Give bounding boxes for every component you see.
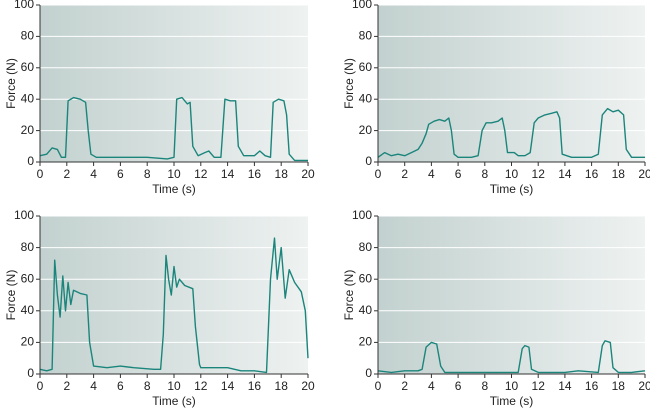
x-tick-label: 6 — [455, 167, 462, 181]
y-tick-label: 0 — [365, 154, 372, 168]
y-tick-label: 60 — [359, 60, 373, 74]
y-tick-label: 60 — [359, 271, 373, 285]
y-tick-label: 40 — [21, 303, 35, 317]
y-axis-label: Force (N) — [342, 270, 356, 321]
x-tick-label: 10 — [167, 167, 181, 181]
subplot: 0 20 40 60 80 100 0 2 4 6 8 10 12 14 16 18 20 Time (s) For… — [4, 0, 315, 196]
y-tick-label: 40 — [21, 91, 35, 105]
y-tick-label: 80 — [359, 240, 373, 254]
x-tick-label: 0 — [375, 379, 382, 393]
x-tick-label: 8 — [481, 379, 488, 393]
y-tick-label: 80 — [21, 29, 35, 43]
x-tick-label: 2 — [63, 167, 70, 181]
x-tick-label: 0 — [37, 167, 44, 181]
x-axis-label: Time (s) — [490, 394, 534, 408]
y-axis-label: Force (N) — [4, 58, 18, 109]
x-tick-label: 14 — [221, 379, 235, 393]
y-tick-label: 0 — [365, 366, 372, 380]
x-axis-label: Time (s) — [152, 182, 196, 196]
x-tick-label: 20 — [638, 167, 650, 181]
x-tick-label: 4 — [90, 167, 97, 181]
y-tick-label: 80 — [359, 29, 373, 43]
x-tick-label: 6 — [117, 167, 124, 181]
x-tick-label: 6 — [117, 379, 124, 393]
y-tick-label: 40 — [359, 303, 373, 317]
x-tick-label: 10 — [505, 379, 519, 393]
y-tick-label: 100 — [352, 0, 372, 11]
x-tick-label: 16 — [585, 379, 599, 393]
x-tick-label: 18 — [612, 379, 626, 393]
x-tick-label: 16 — [585, 167, 599, 181]
y-tick-label: 100 — [14, 0, 34, 11]
subplot: 0 20 40 60 80 100 0 2 4 6 8 10 12 14 16 18 20 Time (s) For… — [4, 208, 315, 408]
x-tick-label: 18 — [275, 167, 289, 181]
y-axis-label: Force (N) — [342, 58, 356, 109]
y-tick-label: 60 — [21, 60, 35, 74]
x-axis-label: Time (s) — [152, 394, 196, 408]
y-tick-label: 0 — [27, 366, 34, 380]
y-tick-label: 20 — [21, 123, 35, 137]
x-tick-label: 0 — [37, 379, 44, 393]
x-tick-label: 16 — [248, 379, 262, 393]
x-tick-label: 16 — [248, 167, 262, 181]
x-tick-label: 4 — [90, 379, 97, 393]
x-tick-label: 20 — [638, 379, 650, 393]
y-tick-label: 20 — [359, 123, 373, 137]
subplot: 0 20 40 60 80 100 0 2 4 6 8 10 12 14 16 18 20 Time (s) For… — [342, 0, 650, 196]
y-tick-label: 20 — [359, 335, 373, 349]
y-axis-label: Force (N) — [4, 270, 18, 321]
x-tick-label: 6 — [455, 379, 462, 393]
x-tick-label: 18 — [275, 379, 289, 393]
plot-background — [378, 5, 645, 162]
y-tick-label: 60 — [21, 271, 35, 285]
y-tick-label: 80 — [21, 240, 35, 254]
x-tick-label: 4 — [428, 167, 435, 181]
x-tick-label: 2 — [63, 379, 70, 393]
x-tick-label: 14 — [558, 167, 572, 181]
x-tick-label: 12 — [532, 167, 546, 181]
x-tick-label: 14 — [558, 379, 572, 393]
x-tick-label: 8 — [144, 379, 151, 393]
x-tick-label: 12 — [532, 379, 546, 393]
y-tick-label: 100 — [352, 208, 372, 222]
x-tick-label: 10 — [505, 167, 519, 181]
x-tick-label: 2 — [401, 379, 408, 393]
y-tick-label: 40 — [359, 91, 373, 105]
plot-background — [40, 5, 308, 162]
x-tick-label: 20 — [301, 379, 315, 393]
x-tick-label: 14 — [221, 167, 235, 181]
x-tick-label: 8 — [481, 167, 488, 181]
x-tick-label: 10 — [167, 379, 181, 393]
y-tick-label: 0 — [27, 154, 34, 168]
x-tick-label: 4 — [428, 379, 435, 393]
subplot: 0 20 40 60 80 100 0 2 4 6 8 10 12 14 16 18 20 Time (s) For… — [342, 208, 650, 408]
force-line — [39, 96, 308, 162]
x-tick-label: 0 — [375, 167, 382, 181]
x-tick-label: 12 — [194, 379, 208, 393]
y-tick-label: 100 — [14, 208, 34, 222]
x-tick-label: 18 — [612, 167, 626, 181]
plot-background — [378, 216, 645, 374]
x-tick-label: 20 — [301, 167, 315, 181]
force-line — [377, 340, 646, 374]
x-tick-label: 12 — [194, 167, 208, 181]
force-line — [377, 107, 645, 159]
x-tick-label: 2 — [401, 167, 408, 181]
x-tick-label: 8 — [144, 167, 151, 181]
y-tick-label: 20 — [21, 335, 35, 349]
force-line — [39, 237, 309, 374]
x-axis-label: Time (s) — [490, 182, 534, 196]
